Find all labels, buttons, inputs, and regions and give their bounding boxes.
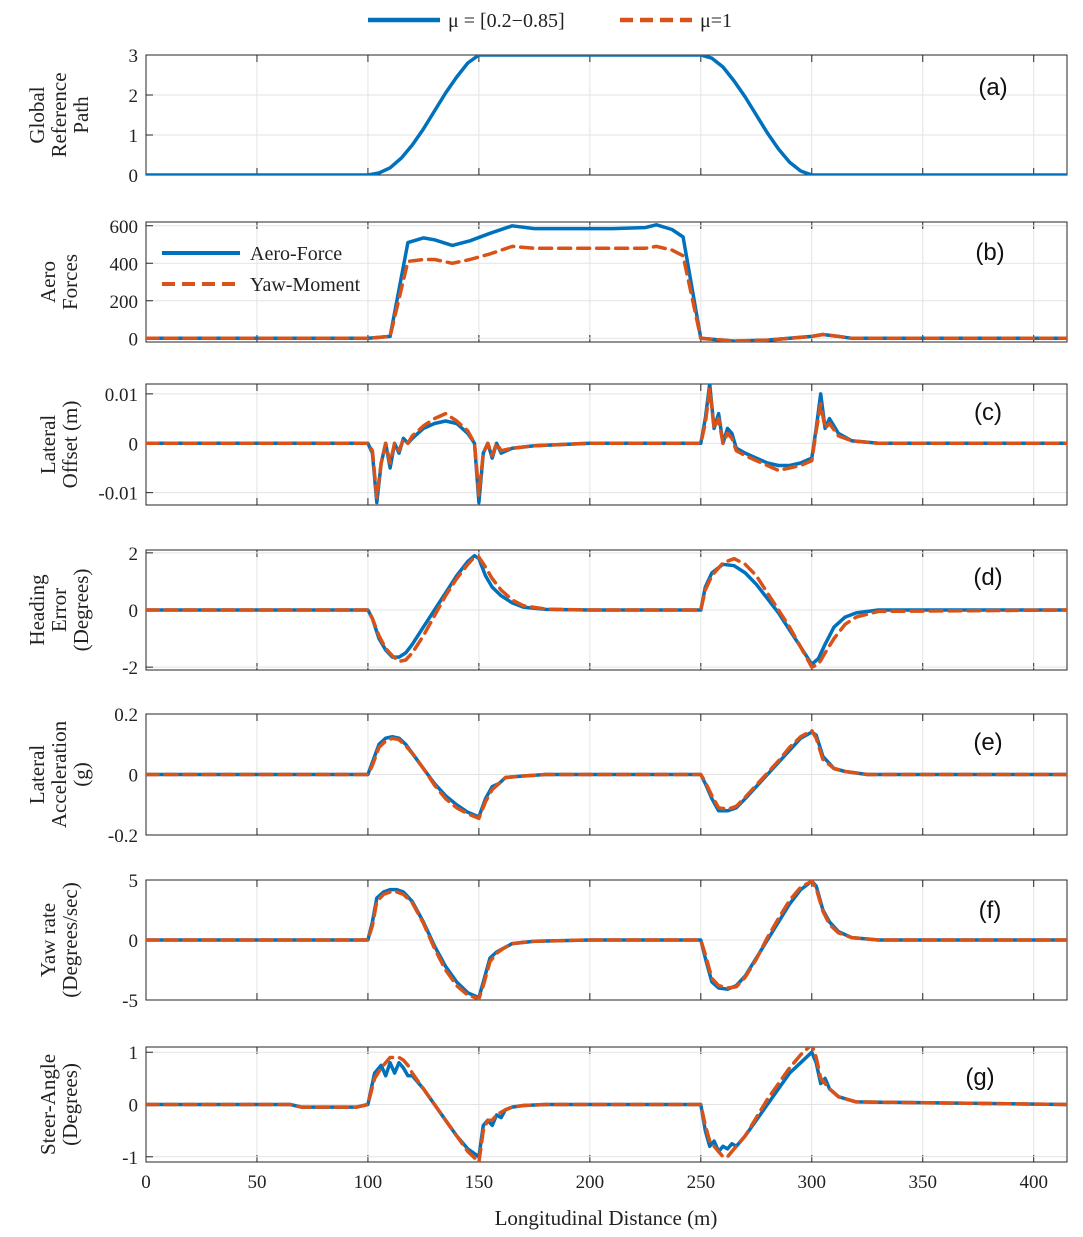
panel-c-ylabel: LateralOffset (m) — [36, 401, 82, 489]
panel-e-series-2-line — [146, 728, 1067, 821]
panel-b-ylabel: AeroForces — [36, 254, 82, 310]
panel-b-ytick-label: 0 — [129, 329, 139, 350]
panel-g-tag: (g) — [965, 1064, 994, 1091]
x-tick-label: 400 — [1019, 1172, 1048, 1193]
top-legend: μ = [0.2−0.85] μ=1 — [368, 10, 732, 32]
panel-a-ylabel: GlobalReferencePath — [25, 72, 93, 157]
panel-g-ytick-label: 1 — [129, 1043, 139, 1064]
panel-f-ytick-label: 5 — [129, 871, 139, 892]
panel-f: -5 0 5 Yaw rate(Degrees/sec) (f) — [36, 871, 1068, 1012]
panel-g-ytick-label: 0 — [129, 1096, 139, 1117]
panel-d-series-2-line — [146, 555, 1067, 669]
x-tick-label: 150 — [465, 1172, 494, 1193]
panel-a-ytick-label: 2 — [129, 86, 139, 107]
x-tick-label: 100 — [354, 1172, 383, 1193]
panel-f-ylabel: Yaw rate(Degrees/sec) — [36, 882, 82, 997]
panel-f-tag: (f) — [979, 897, 1002, 924]
x-axis: 0 50 100 150 200 250 300 350 400 — [141, 1172, 1048, 1193]
legend-series-2-label: μ=1 — [700, 10, 732, 32]
panel-b-legend-label-2: Yaw-Moment — [250, 274, 361, 296]
panel-e-ytick-label: -0.2 — [108, 826, 138, 847]
panel-b-ytick-label: 600 — [110, 217, 139, 238]
panel-c-ytick-label: 0 — [129, 434, 139, 455]
panel-e-ytick-label: 0.2 — [114, 705, 138, 726]
panel-c-ytick-label: -0.01 — [98, 484, 138, 505]
panel-c: -0.01 0 0.01 LateralOffset (m) (c) — [36, 383, 1068, 506]
panel-e-tag: (e) — [973, 729, 1002, 756]
panel-c-ytick-label: 0.01 — [105, 385, 138, 406]
panel-d-ytick-label: -2 — [122, 658, 138, 679]
panel-e-ytick-label: 0 — [129, 766, 139, 787]
panel-a-ytick-label: 0 — [129, 166, 139, 187]
panel-d-tag: (d) — [973, 564, 1002, 591]
panel-a-ytick-label: 1 — [129, 126, 139, 147]
panel-b-tag: (b) — [975, 239, 1004, 266]
panel-e: -0.2 0 0.2 LateralAcceleration(g) (e) — [25, 705, 1068, 847]
x-tick-label: 50 — [247, 1172, 266, 1193]
panel-g-ylabel: Steer-Angle(Degrees) — [36, 1054, 82, 1155]
x-tick-label: 250 — [687, 1172, 716, 1193]
panel-d-ytick-label: 0 — [129, 601, 139, 622]
panel-g-series-2-line — [146, 1047, 1067, 1162]
panel-a: 0 1 2 3 GlobalReferencePath (a) — [25, 46, 1068, 187]
panel-c-series-2-line — [146, 387, 1067, 500]
x-tick-label: 200 — [576, 1172, 605, 1193]
legend-series-1-label: μ = [0.2−0.85] — [448, 10, 565, 32]
panel-d: -2 0 2 HeadingError(Degrees) (d) — [25, 544, 1068, 679]
x-tick-label: 300 — [798, 1172, 827, 1193]
panel-f-series-2-line — [146, 880, 1067, 1000]
panel-g: -1 0 1 Steer-Angle(Degrees) (g) — [36, 1043, 1068, 1169]
panel-g-ytick-label: -1 — [122, 1148, 138, 1169]
panel-f-ytick-label: 0 — [129, 931, 139, 952]
panel-b-frame — [145, 221, 1068, 343]
panel-d-ytick-label: 2 — [129, 544, 139, 565]
panel-c-tag: (c) — [974, 399, 1002, 426]
panel-b-ytick-label: 200 — [110, 292, 139, 313]
panel-b-border — [145, 221, 1068, 343]
panels: 0123GlobalReferencePath(a)0200400600Aero… — [25, 46, 1068, 1169]
panel-a-tag: (a) — [978, 74, 1007, 101]
x-tick-label: 350 — [908, 1172, 937, 1193]
panel-f-ytick-label: -5 — [122, 991, 138, 1012]
x-axis-label: Longitudinal Distance (m) — [495, 1206, 718, 1230]
panel-d-ylabel: HeadingError(Degrees) — [25, 569, 93, 652]
x-tick-label: 0 — [141, 1172, 151, 1193]
panel-b: 0 200 400 600 AeroForces (b) Aero-Force Yaw-Mom… — [36, 217, 1068, 350]
panel-b-legend-label-1: Aero-Force — [250, 243, 342, 265]
panel-a-ytick-label: 3 — [129, 46, 139, 67]
panel-e-ylabel: LateralAcceleration(g) — [25, 720, 93, 828]
panel-a-frame — [145, 54, 1068, 176]
panel-a-series-1-line — [146, 55, 1067, 175]
panel-b-legend: Aero-Force Yaw-Moment — [162, 243, 361, 296]
panel-b-ytick-label: 400 — [110, 254, 139, 275]
panel-b-series-2-line — [146, 244, 1067, 342]
